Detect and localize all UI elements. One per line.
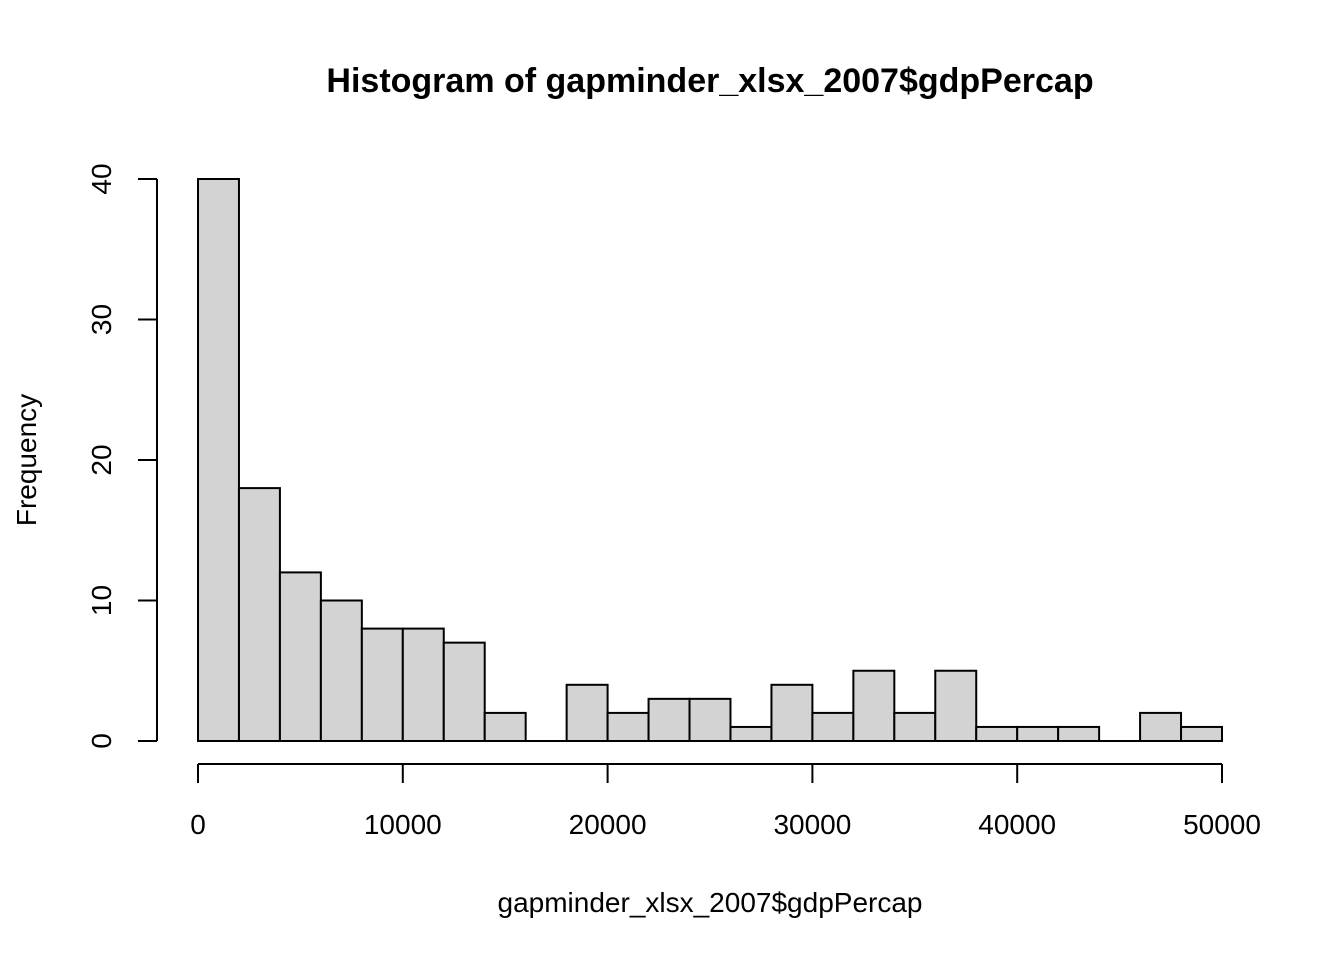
x-tick-label-0: 0 [190, 809, 206, 840]
y-tick-label-4: 40 [86, 163, 117, 194]
histogram-bar-14 [770, 683, 814, 742]
x-tick-label-2: 20000 [569, 809, 647, 840]
x-tick-label-1: 10000 [364, 809, 442, 840]
histogram-bar-17 [893, 711, 937, 743]
histogram-bar-20 [1016, 725, 1060, 743]
x-axis: 0 10000 20000 30000 40000 50000 [190, 763, 1261, 840]
y-tick-label-2: 20 [86, 444, 117, 475]
histogram-bar-13 [729, 725, 773, 743]
histogram-bar-7 [483, 711, 527, 743]
x-axis-label: gapminder_xlsx_2007$gdpPercap [498, 887, 923, 918]
histogram-bar-2 [278, 571, 322, 743]
bars-group [197, 178, 1224, 743]
histogram-bar-9 [565, 683, 609, 742]
histogram-bar-23 [1139, 711, 1183, 743]
histogram-bar-5 [401, 627, 445, 742]
histogram-bar-21 [1057, 725, 1101, 743]
histogram-bar-4 [360, 627, 404, 742]
histogram-bar-16 [852, 669, 896, 742]
x-tick-label-4: 40000 [978, 809, 1056, 840]
y-tick-label-3: 30 [86, 304, 117, 335]
histogram-bar-6 [442, 641, 486, 743]
histogram-bar-18 [934, 669, 978, 742]
histogram-bar-0 [197, 178, 240, 742]
y-tick-label-1: 10 [86, 585, 117, 616]
x-tick-label-3: 30000 [773, 809, 851, 840]
histogram-bar-3 [319, 599, 363, 742]
histogram-bar-19 [975, 725, 1019, 743]
histogram-bar-10 [606, 711, 650, 743]
histogram-bar-11 [647, 697, 691, 742]
y-axis: 0 10 20 30 40 [86, 163, 158, 749]
histogram-bar-1 [237, 487, 281, 742]
histogram-bar-12 [688, 697, 732, 742]
chart-title: Histogram of gapminder_xlsx_2007$gdpPerc… [326, 62, 1093, 100]
histogram-bar-24 [1180, 725, 1224, 743]
y-axis-label: Frequency [11, 394, 42, 526]
x-tick-label-5: 50000 [1183, 809, 1261, 840]
histogram-bar-15 [811, 711, 855, 743]
y-tick-label-0: 0 [86, 733, 117, 749]
